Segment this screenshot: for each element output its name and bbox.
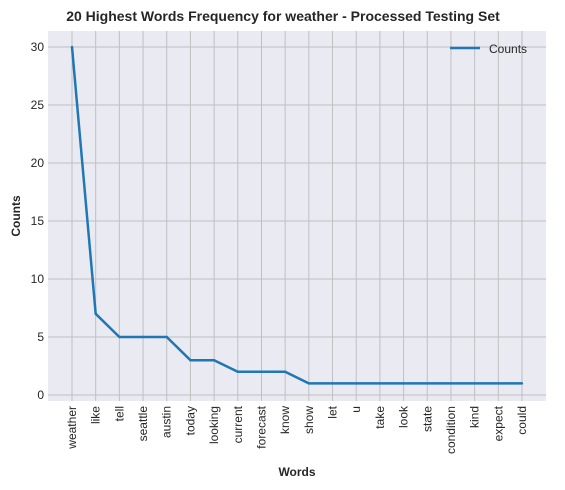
data-point-today <box>189 359 192 362</box>
grid <box>48 31 546 401</box>
y-tick-label: 25 <box>31 98 45 112</box>
data-point-austin <box>165 335 168 339</box>
x-tick-label-tell: tell <box>112 406 126 421</box>
series-line-counts <box>70 46 522 385</box>
x-tick-label-know: know <box>278 406 292 434</box>
y-tick-label: 5 <box>37 330 44 344</box>
data-point-like <box>94 312 97 315</box>
x-tick-label-looking: looking <box>207 406 221 444</box>
y-tick-label: 15 <box>31 214 45 228</box>
chart-title: 20 Highest Words Frequency for weather -… <box>66 8 500 24</box>
x-tick-label-show: show <box>302 406 316 434</box>
x-tick-label-take: take <box>373 406 387 429</box>
data-point-tell <box>118 335 121 339</box>
plot-area <box>48 31 546 401</box>
data-point-could <box>520 382 524 385</box>
y-tick-label: 10 <box>31 272 45 286</box>
x-ticks: weather like tell seattle austin today looking… <box>65 405 529 454</box>
x-tick-label-forecast: forecast <box>254 405 268 448</box>
x-axis-label: Words <box>278 465 315 479</box>
x-tick-label-weather: weather <box>65 406 79 450</box>
series-layer <box>70 45 524 385</box>
data-point-state <box>426 382 429 385</box>
x-tick-label-expect: expect <box>491 405 505 441</box>
data-point-current <box>236 370 239 373</box>
data-point-take <box>378 382 382 385</box>
data-point-expect <box>497 382 500 385</box>
y-tick-label: 30 <box>31 40 45 54</box>
x-tick-label-austin: austin <box>160 406 174 438</box>
legend: Counts <box>450 42 527 56</box>
legend-label-counts: Counts <box>489 42 527 56</box>
data-point-weather <box>70 45 74 49</box>
y-tick-label: 0 <box>37 388 44 402</box>
data-point-seattle <box>141 335 145 339</box>
data-point-know <box>283 370 287 373</box>
y-tick-label: 20 <box>31 156 45 170</box>
x-tick-label-kind: kind <box>468 406 482 428</box>
data-point-forecast <box>260 370 263 373</box>
x-tick-label-like: like <box>89 406 103 424</box>
x-tick-label-u: u <box>349 406 363 413</box>
y-axis-label: Counts <box>9 195 23 237</box>
y-ticks: 0 5 10 15 20 25 30 <box>31 40 45 402</box>
x-tick-label-current: current <box>231 405 245 443</box>
data-point-u <box>355 382 358 385</box>
data-point-looking <box>212 359 216 362</box>
x-tick-label-look: look <box>397 405 411 428</box>
data-point-condition <box>449 382 453 385</box>
x-tick-label-could: could <box>515 406 529 435</box>
data-point-look <box>402 382 405 385</box>
x-tick-label-condition: condition <box>444 406 458 454</box>
data-point-kind <box>473 382 476 385</box>
x-tick-label-today: today <box>183 406 197 435</box>
x-tick-label-state: state <box>420 406 434 432</box>
x-tick-label-let: let <box>326 405 340 418</box>
data-point-show <box>307 382 311 385</box>
data-point-let <box>331 382 334 385</box>
x-tick-label-seattle: seattle <box>136 406 150 442</box>
